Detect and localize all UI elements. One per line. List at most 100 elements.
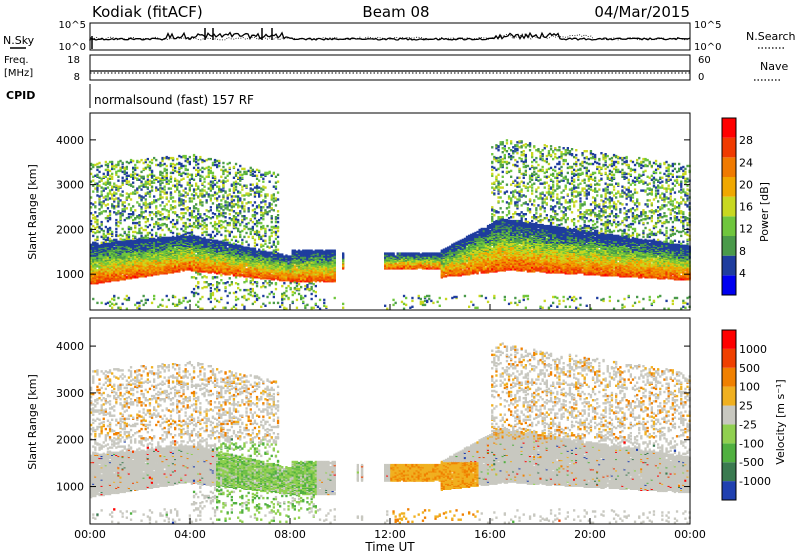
range-cell [111,240,113,242]
range-cell [134,240,136,242]
range-cell [107,220,109,222]
range-cell [126,172,128,174]
range-cell [101,204,103,206]
range-cell [124,201,126,203]
range-cell [94,201,96,203]
range-cell [145,181,147,183]
range-cell [115,234,117,236]
range-cell [145,201,147,203]
range-cell [151,181,153,183]
range-cell [134,164,136,166]
range-cell [92,203,94,205]
range-cell [145,207,147,209]
range-cell [113,299,115,301]
nsky-trace [90,28,690,49]
range-cell [143,216,145,218]
range-cell [128,203,130,205]
range-cell [92,235,94,237]
range-cell [109,305,111,307]
range-cell [151,159,153,161]
range-cell [94,232,96,234]
range-cell [115,192,117,194]
range-cell [149,174,151,176]
range-cell [153,298,155,300]
range-cell [126,299,128,301]
range-cell [126,295,128,297]
range-cell [149,190,151,192]
range-cell [134,177,136,179]
range-cell [94,211,96,213]
range-cell [119,167,121,169]
range-cell [147,237,149,239]
range-cell [151,217,153,219]
range-cell [145,299,147,301]
range-cell [105,235,107,237]
range-cell [113,191,115,193]
range-cell [140,300,142,302]
range-cell [140,176,142,178]
range-cell [107,192,109,194]
nsky-tick-bottom: 10^0 [59,42,86,53]
beam-title: Beam 08 [362,3,429,21]
range-cell [122,235,124,237]
range-cell [96,243,98,245]
range-cell [147,203,149,205]
range-cell [128,184,130,186]
range-cell [96,219,98,221]
range-cell [130,213,132,215]
range-cell [96,166,98,168]
range-cell [109,233,111,235]
range-cell [94,216,96,218]
range-cell [149,165,151,167]
range-cell [119,241,121,243]
power-heatmap [90,139,691,310]
range-cell [103,210,105,212]
range-cell [96,215,98,217]
range-cell [124,205,126,207]
range-cell [122,201,124,203]
range-cell [122,190,124,192]
range-cell [115,164,117,166]
range-cell [145,221,147,223]
range-cell [92,231,94,233]
range-cell [107,243,109,245]
range-cell [134,217,136,219]
range-cell [130,227,132,229]
range-cell [98,181,100,183]
range-cell [140,227,142,229]
range-cell [113,295,115,297]
range-cell [143,184,145,186]
range-cell [128,297,130,299]
range-cell [130,207,132,209]
range-cell [149,211,151,213]
range-cell [111,161,113,163]
range-cell [151,189,153,191]
range-cell [92,190,94,192]
range-cell [96,226,98,228]
range-cell [113,211,115,213]
range-cell [96,236,98,238]
range-cell [115,219,117,221]
range-cell [111,303,113,305]
range-cell [147,186,149,188]
range-cell [92,180,94,182]
range-cell [124,239,126,241]
range-cell [132,160,134,162]
range-cell [103,173,105,175]
range-cell [105,161,107,163]
range-cell [130,184,132,186]
range-cell [94,242,96,244]
range-cell [143,229,145,231]
range-cell [132,222,134,224]
range-cell [115,185,117,187]
range-cell [96,269,98,271]
range-cell [132,167,134,169]
range-cell [92,298,94,300]
range-cell [132,205,134,207]
range-cell [132,191,134,193]
range-cell [98,177,100,179]
range-cell [107,237,109,239]
range-cell [117,197,119,199]
range-cell [149,238,151,240]
range-cell [132,219,134,221]
